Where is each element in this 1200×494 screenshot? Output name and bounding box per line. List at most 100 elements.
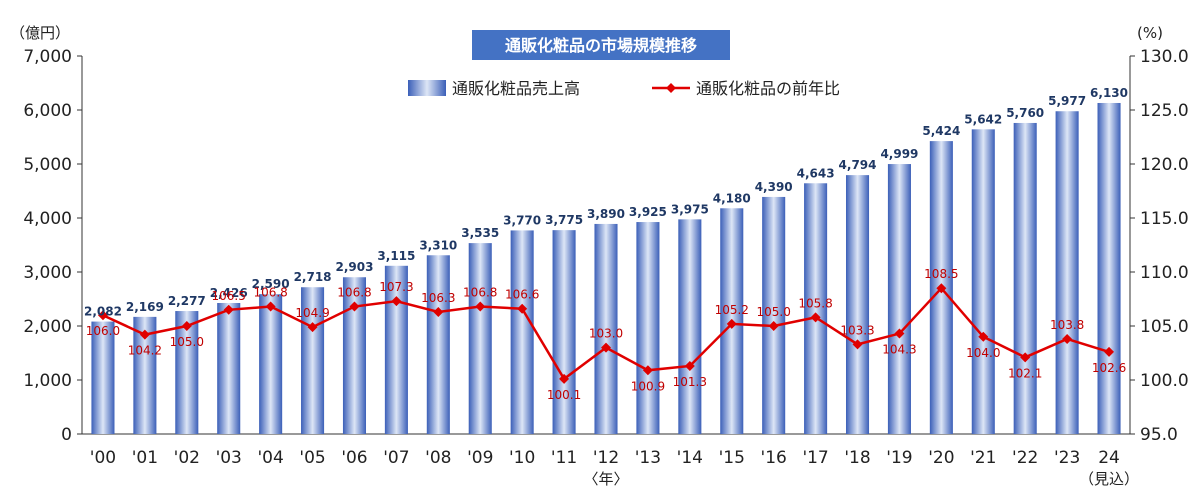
yoy-point bbox=[1062, 333, 1073, 344]
chart-title-box bbox=[472, 30, 730, 60]
y-left-tick-label: 3,000 bbox=[23, 263, 72, 283]
bar bbox=[762, 196, 786, 434]
yoy-value-label: 107.3 bbox=[379, 280, 413, 294]
yoy-point bbox=[1104, 346, 1115, 357]
x-tick-label: '05 bbox=[299, 448, 325, 468]
y-right-tick-label: 120.0 bbox=[1140, 155, 1189, 175]
y-right-tick-label: 100.0 bbox=[1140, 371, 1189, 391]
x-tick-label: '12 bbox=[593, 448, 619, 468]
y-right-tick-label: 105.0 bbox=[1140, 317, 1189, 337]
bar bbox=[91, 321, 115, 434]
yoy-value-label: 101.3 bbox=[673, 375, 707, 389]
yoy-point bbox=[726, 318, 737, 329]
yoy-point bbox=[810, 312, 821, 323]
yoy-value-label: 106.0 bbox=[86, 324, 120, 338]
bar bbox=[552, 230, 576, 434]
yoy-value-label: 100.1 bbox=[547, 388, 581, 402]
y-right-tick-label: 130.0 bbox=[1140, 47, 1189, 67]
bar-value-label: 4,390 bbox=[755, 180, 793, 194]
bar-value-label: 5,760 bbox=[1006, 106, 1044, 120]
y-right-unit-label: (%) bbox=[1137, 24, 1163, 42]
chart-title: 通販化粧品の市場規模推移 bbox=[505, 36, 697, 55]
x-tick-label: '04 bbox=[257, 448, 283, 468]
x-tick-label: '14 bbox=[677, 448, 703, 468]
y-left-tick-label: 6,000 bbox=[23, 101, 72, 121]
yoy-value-label: 103.0 bbox=[589, 327, 623, 341]
x-tick-label: '19 bbox=[886, 448, 912, 468]
yoy-value-label: 106.6 bbox=[505, 288, 539, 302]
bar-value-label: 5,424 bbox=[922, 124, 960, 138]
bar bbox=[887, 164, 911, 434]
estimate-note-label: （見込） bbox=[1079, 470, 1139, 488]
bar-value-label: 2,277 bbox=[168, 294, 206, 308]
yoy-value-label: 104.9 bbox=[295, 306, 329, 320]
x-tick-label: '06 bbox=[341, 448, 367, 468]
yoy-point bbox=[181, 321, 192, 331]
y-left-tick-label: 5,000 bbox=[23, 155, 72, 175]
y-right-tick-label: 115.0 bbox=[1140, 209, 1189, 229]
yoy-value-label: 106.8 bbox=[253, 286, 287, 300]
yoy-value-label: 106.3 bbox=[421, 291, 455, 305]
bar bbox=[678, 219, 702, 434]
bar-value-label: 3,775 bbox=[545, 213, 583, 227]
y-left-tick-label: 4,000 bbox=[23, 209, 72, 229]
yoy-value-label: 106.5 bbox=[212, 289, 246, 303]
bar bbox=[1055, 111, 1079, 434]
bar bbox=[342, 277, 367, 434]
x-tick-label: '23 bbox=[1054, 448, 1080, 468]
bar bbox=[468, 243, 492, 434]
bar bbox=[636, 222, 660, 434]
bar bbox=[510, 230, 534, 434]
yoy-value-label: 102.6 bbox=[1092, 361, 1126, 375]
bar bbox=[594, 223, 618, 434]
bar bbox=[1097, 102, 1121, 434]
bar-value-label: 3,310 bbox=[419, 238, 457, 252]
x-tick-label: '22 bbox=[1012, 448, 1038, 468]
y-right-tick-label: 95.0 bbox=[1140, 425, 1178, 445]
yoy-value-label: 106.8 bbox=[463, 286, 497, 300]
x-tick-label: '13 bbox=[635, 448, 661, 468]
x-tick-label: '17 bbox=[802, 448, 828, 468]
legend-bar-label: 通販化粧品売上高 bbox=[452, 79, 580, 98]
x-tick-label: '15 bbox=[719, 448, 745, 468]
y-left-tick-label: 1,000 bbox=[23, 371, 72, 391]
yoy-value-label: 100.9 bbox=[631, 379, 665, 393]
yoy-point bbox=[559, 373, 570, 384]
x-tick-label: '20 bbox=[928, 448, 954, 468]
bar-value-label: 3,770 bbox=[503, 213, 541, 227]
legend-bar-swatch bbox=[408, 80, 446, 96]
bar bbox=[259, 294, 283, 434]
x-tick-label: '16 bbox=[761, 448, 787, 468]
bar-value-label: 2,903 bbox=[335, 260, 373, 274]
bar-value-label: 5,642 bbox=[964, 112, 1002, 126]
bar-value-label: 6,130 bbox=[1090, 86, 1128, 100]
y-left-tick-label: 0 bbox=[61, 425, 72, 445]
x-axis-unit-label: 〈年〉 bbox=[583, 470, 628, 488]
x-tick-label: '11 bbox=[551, 448, 577, 468]
bar-value-label: 2,718 bbox=[294, 270, 332, 284]
yoy-value-label: 102.1 bbox=[1008, 366, 1042, 380]
bar-value-label: 2,590 bbox=[252, 277, 290, 291]
bar bbox=[133, 316, 157, 434]
x-tick-label: '09 bbox=[467, 448, 493, 468]
yoy-value-label: 103.3 bbox=[840, 323, 874, 337]
y-left-tick-label: 2,000 bbox=[23, 317, 72, 337]
bar-value-label: 2,169 bbox=[126, 300, 164, 314]
x-tick-label: '01 bbox=[132, 448, 158, 468]
x-tick-label: 24 bbox=[1098, 448, 1120, 468]
yoy-value-label: 105.0 bbox=[170, 335, 204, 349]
bar-value-label: 3,975 bbox=[671, 202, 709, 216]
bar-value-label: 2,082 bbox=[84, 305, 122, 319]
yoy-value-label: 106.8 bbox=[337, 286, 371, 300]
bar bbox=[217, 302, 241, 434]
bar-value-label: 2,426 bbox=[210, 286, 248, 300]
yoy-point bbox=[601, 342, 611, 353]
yoy-point bbox=[852, 339, 863, 350]
yoy-point bbox=[936, 283, 947, 294]
x-tick-label: '18 bbox=[844, 448, 870, 468]
bar-value-label: 5,977 bbox=[1048, 94, 1086, 108]
yoy-point bbox=[475, 301, 486, 312]
x-tick-label: '07 bbox=[383, 448, 409, 468]
